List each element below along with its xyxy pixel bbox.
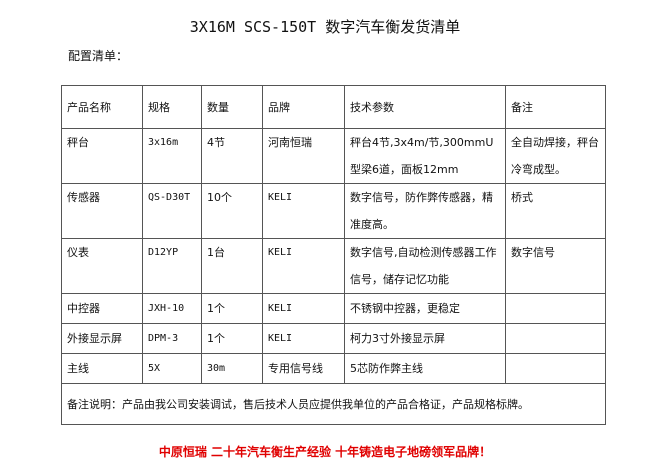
cell: 数字信号 — [505, 238, 606, 294]
cell: 中控器 — [61, 293, 143, 324]
cell: 30m — [201, 353, 263, 384]
cell: 全自动焊接，秤台冷弯成型。 — [505, 128, 606, 184]
cell: 专用信号线 — [262, 353, 345, 384]
table-row: 仪表 D12YP 1台 KELI 数字信号,自动检测传感器工作信号，储存记忆功能… — [61, 238, 606, 294]
header-cell: 产品名称 — [61, 85, 143, 129]
shipping-list-table: 产品名称 规格 数量 品牌 技术参数 备注 秤台 3x16m 4节 河南恒瑞 秤… — [61, 85, 606, 425]
slogan: 中原恒瑞 二十年汽车衡生产经验 十年铸造电子地磅领军品牌！ — [158, 445, 492, 459]
cell: KELI — [262, 238, 345, 294]
cell: DPM-3 — [142, 323, 202, 354]
table-header-row: 产品名称 规格 数量 品牌 技术参数 备注 — [61, 85, 606, 129]
cell — [505, 323, 606, 354]
cell: QS-D30T — [142, 183, 202, 239]
cell: 主线 — [61, 353, 143, 384]
header-cell: 规格 — [142, 85, 202, 129]
cell: KELI — [262, 323, 345, 354]
cell: 不锈钢中控器，更稳定 — [344, 293, 506, 324]
cell: 3x16m — [142, 128, 202, 184]
cell: 数字信号,自动检测传感器工作信号，储存记忆功能 — [344, 238, 506, 294]
cell: 仪表 — [61, 238, 143, 294]
table-row: 外接显示屏 DPM-3 1个 KELI 柯力3寸外接显示屏 — [61, 323, 606, 354]
cell — [505, 353, 606, 384]
cell: 秤台4节,3x4m/节,300mmU型梁6道，面板12mm — [344, 128, 506, 184]
section-label: 配置清单： — [68, 49, 129, 63]
cell: KELI — [262, 293, 345, 324]
header-cell: 数量 — [201, 85, 263, 129]
cell: 5芯防作弊主线 — [344, 353, 506, 384]
table-row: 传感器 QS-D30T 10个 KELI 数字信号，防作弊传感器，精准度高。 桥… — [61, 183, 606, 239]
cell: 秤台 — [61, 128, 143, 184]
table-row: 主线 5X 30m 专用信号线 5芯防作弊主线 — [61, 353, 606, 384]
cell: 桥式 — [505, 183, 606, 239]
table-row: 中控器 JXH-10 1个 KELI 不锈钢中控器，更稳定 — [61, 293, 606, 324]
cell: JXH-10 — [142, 293, 202, 324]
cell: 传感器 — [61, 183, 143, 239]
cell: 数字信号，防作弊传感器，精准度高。 — [344, 183, 506, 239]
cell: D12YP — [142, 238, 202, 294]
cell: KELI — [262, 183, 345, 239]
page-title: 3X16M SCS-150T 数字汽车衡发货清单 — [189, 18, 461, 36]
cell: 1个 — [201, 293, 263, 324]
header-cell: 品牌 — [262, 85, 345, 129]
table-row: 秤台 3x16m 4节 河南恒瑞 秤台4节,3x4m/节,300mmU型梁6道，… — [61, 128, 606, 184]
cell: 外接显示屏 — [61, 323, 143, 354]
header-cell: 技术参数 — [344, 85, 506, 129]
cell: 柯力3寸外接显示屏 — [344, 323, 506, 354]
cell: 4节 — [201, 128, 263, 184]
cell: 河南恒瑞 — [262, 128, 345, 184]
note-cell: 备注说明：产品由我公司安装调试，售后技术人员应提供我单位的产品合格证，产品规格标… — [61, 383, 606, 425]
cell: 1台 — [201, 238, 263, 294]
cell: 5X — [142, 353, 202, 384]
table-note-row: 备注说明：产品由我公司安装调试，售后技术人员应提供我单位的产品合格证，产品规格标… — [61, 383, 606, 425]
cell: 10个 — [201, 183, 263, 239]
cell: 1个 — [201, 323, 263, 354]
cell — [505, 293, 606, 324]
header-cell: 备注 — [505, 85, 606, 129]
